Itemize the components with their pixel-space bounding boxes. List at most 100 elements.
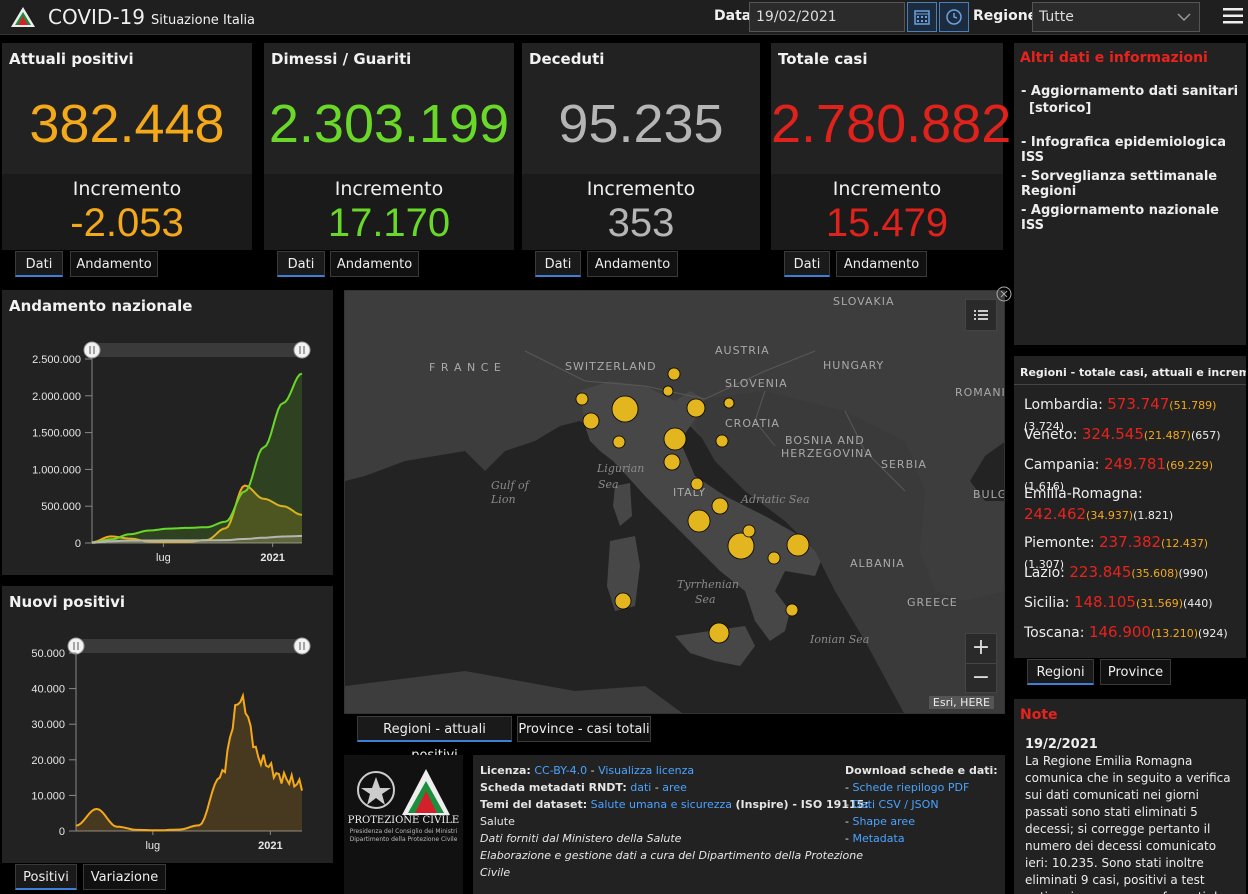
download-pdf-link[interactable]: - Schede riepilogo PDF: [845, 779, 969, 796]
info-panel: Altri dati e informazioni - Aggiornament…: [1014, 43, 1246, 345]
list-icon: [966, 300, 996, 330]
card-total: Totale casi 2.780.882 Incremento 15.479: [771, 43, 1003, 250]
card-title: Totale casi: [778, 50, 867, 68]
download-metadata-link[interactable]: - Metadata: [845, 830, 905, 847]
region-marker[interactable]: [768, 552, 780, 564]
logo-caption: PROTEZIONE CIVILE: [344, 815, 463, 826]
region-marker[interactable]: [576, 393, 588, 405]
elaboration-line-2: Civile: [480, 864, 510, 881]
tab-andamento-recovered[interactable]: Andamento: [330, 251, 419, 277]
region-increment: (924): [1198, 627, 1228, 640]
region-row[interactable]: Toscana: 146.900(13.210)(924): [1024, 622, 1242, 644]
range-slider-handle[interactable]: [294, 638, 310, 654]
y-tick-label: 2.000.000: [32, 391, 81, 403]
info-link-storico[interactable]: [storico]: [1029, 101, 1091, 116]
region-marker[interactable]: [583, 413, 599, 429]
card-title: Dimessi / Guariti: [271, 50, 411, 68]
region-marker[interactable]: [786, 604, 798, 616]
region-marker[interactable]: [787, 534, 809, 556]
region-current: (34.937): [1086, 509, 1133, 522]
region-marker[interactable]: [668, 368, 680, 380]
region-current: (13.210): [1151, 627, 1198, 640]
region-marker[interactable]: [691, 478, 703, 490]
download-title: Download schede e dati:: [845, 762, 998, 779]
region-marker[interactable]: [664, 428, 686, 450]
region-marker[interactable]: [743, 525, 755, 537]
tab-dati-active[interactable]: Dati: [15, 251, 63, 277]
fullscreen-icon[interactable]: [996, 286, 1012, 302]
region-increment: (657): [1191, 429, 1221, 442]
region-marker[interactable]: [687, 399, 705, 417]
y-tick-label: 0: [59, 826, 65, 838]
range-slider-track[interactable]: [92, 343, 302, 357]
range-slider-track[interactable]: [76, 639, 302, 653]
region-select[interactable]: Tutte: [1032, 2, 1200, 32]
region-marker[interactable]: [612, 396, 638, 422]
tab-variazione[interactable]: Variazione: [83, 864, 166, 890]
range-slider-handle[interactable]: [294, 342, 310, 358]
tab-province[interactable]: Province: [1100, 659, 1171, 685]
hamburger-menu-icon[interactable]: [1223, 7, 1243, 25]
range-slider-handle[interactable]: [84, 342, 100, 358]
license-link[interactable]: CC-BY-4.0: [534, 764, 587, 777]
metadata-aree-link[interactable]: aree: [662, 781, 687, 794]
zoom-out-button[interactable]: −: [966, 663, 996, 693]
region-marker[interactable]: [716, 435, 728, 447]
metadata-dati-link[interactable]: dati: [630, 781, 651, 794]
new-positives-chart: 50.00040.00030.00020.00010.0000lug 2021: [2, 586, 333, 863]
protezione-civile-logo-icon: [10, 6, 36, 28]
clock-button[interactable]: [939, 2, 969, 32]
download-shape-link[interactable]: - Shape aree: [845, 813, 915, 830]
tab-dati-recovered[interactable]: Dati: [277, 251, 325, 277]
region-marker[interactable]: [663, 386, 673, 396]
info-link-sanitari[interactable]: - Aggiornamento dati sanitari: [1021, 84, 1238, 99]
map-view[interactable]: SLOVAKIA AUSTRIA HUNGARY SWITZERLAND F R A N…: [344, 290, 1005, 714]
tab-andamento-total[interactable]: Andamento: [836, 251, 927, 277]
x-tick-label: lug: [156, 552, 171, 564]
tab-andamento-deceased[interactable]: Andamento: [587, 251, 678, 277]
info-link-sorveglianza[interactable]: - Sorveglianza settimanale Regioni: [1021, 169, 1246, 199]
region-marker[interactable]: [688, 510, 710, 532]
view-license-link[interactable]: Visualizza licenza: [598, 764, 694, 777]
info-link-infografica[interactable]: - Infografica epidemiologica ISS: [1021, 135, 1246, 165]
tab-dati-deceased[interactable]: Dati: [535, 251, 581, 277]
legend-button[interactable]: [965, 299, 997, 331]
region-marker[interactable]: [613, 436, 625, 448]
tab-dati-total[interactable]: Dati: [784, 251, 830, 277]
region-label: Regione: [973, 8, 1037, 24]
tab-regioni[interactable]: Regioni: [1027, 659, 1094, 685]
note-date: 19/2/2021: [1025, 737, 1098, 752]
region-marker[interactable]: [712, 498, 728, 514]
region-row[interactable]: Lazio: 223.845(35.608)(990): [1024, 562, 1242, 584]
region-row[interactable]: Sicilia: 148.105(31.569)(440): [1024, 592, 1242, 614]
tab-regioni-attuali[interactable]: Regioni - attuali positivi: [357, 716, 512, 742]
region-marker[interactable]: [615, 593, 631, 609]
themes-link[interactable]: Salute umana e sicurezza: [591, 798, 732, 811]
tab-andamento-active[interactable]: Andamento: [70, 251, 158, 277]
clock-icon: [940, 3, 968, 31]
info-link-iss[interactable]: - Aggiornamento nazionale ISS: [1021, 203, 1246, 233]
region-row[interactable]: Veneto: 324.545(21.487)(657): [1024, 424, 1242, 446]
zoom-in-button[interactable]: +: [966, 634, 996, 663]
new-positives-chart-panel: Nuovi positivi 50.000 40.000 30.000 20.000 1…: [2, 586, 333, 863]
region-current: (69.229): [1166, 459, 1213, 472]
tab-positivi[interactable]: Positivi: [15, 864, 77, 890]
download-csv-link[interactable]: - Dati CSV / JSON: [845, 796, 939, 813]
trend-chart-panel: Andamento nazionale 2.500.000 2.000.000 1.…: [2, 290, 333, 575]
region-increment: (1.821): [1133, 509, 1173, 522]
trend-chart: 2.500.000 2.000.000 1.500.000 1.000.000 500.…: [2, 290, 333, 575]
region-marker[interactable]: [664, 454, 680, 470]
tab-province-casi[interactable]: Province - casi totali: [517, 716, 651, 742]
calendar-button[interactable]: [907, 2, 937, 32]
region-row[interactable]: Emilia-Romagna: 242.462(34.937)(1.821): [1024, 484, 1242, 526]
range-slider-handle[interactable]: [68, 638, 84, 654]
card-increment-value: 353: [522, 201, 760, 246]
date-input[interactable]: 19/02/2021: [749, 2, 905, 32]
y-tick-label: 500.000: [41, 501, 81, 513]
x-tick-label: 2021: [260, 552, 284, 564]
region-marker[interactable]: [709, 623, 729, 643]
region-name: Sicilia:: [1024, 595, 1069, 611]
license-line: Licenza: CC-BY-4.0 - Visualizza licenza: [480, 762, 694, 779]
region-marker[interactable]: [724, 398, 734, 408]
card-increment-label: Incremento: [771, 178, 1003, 200]
